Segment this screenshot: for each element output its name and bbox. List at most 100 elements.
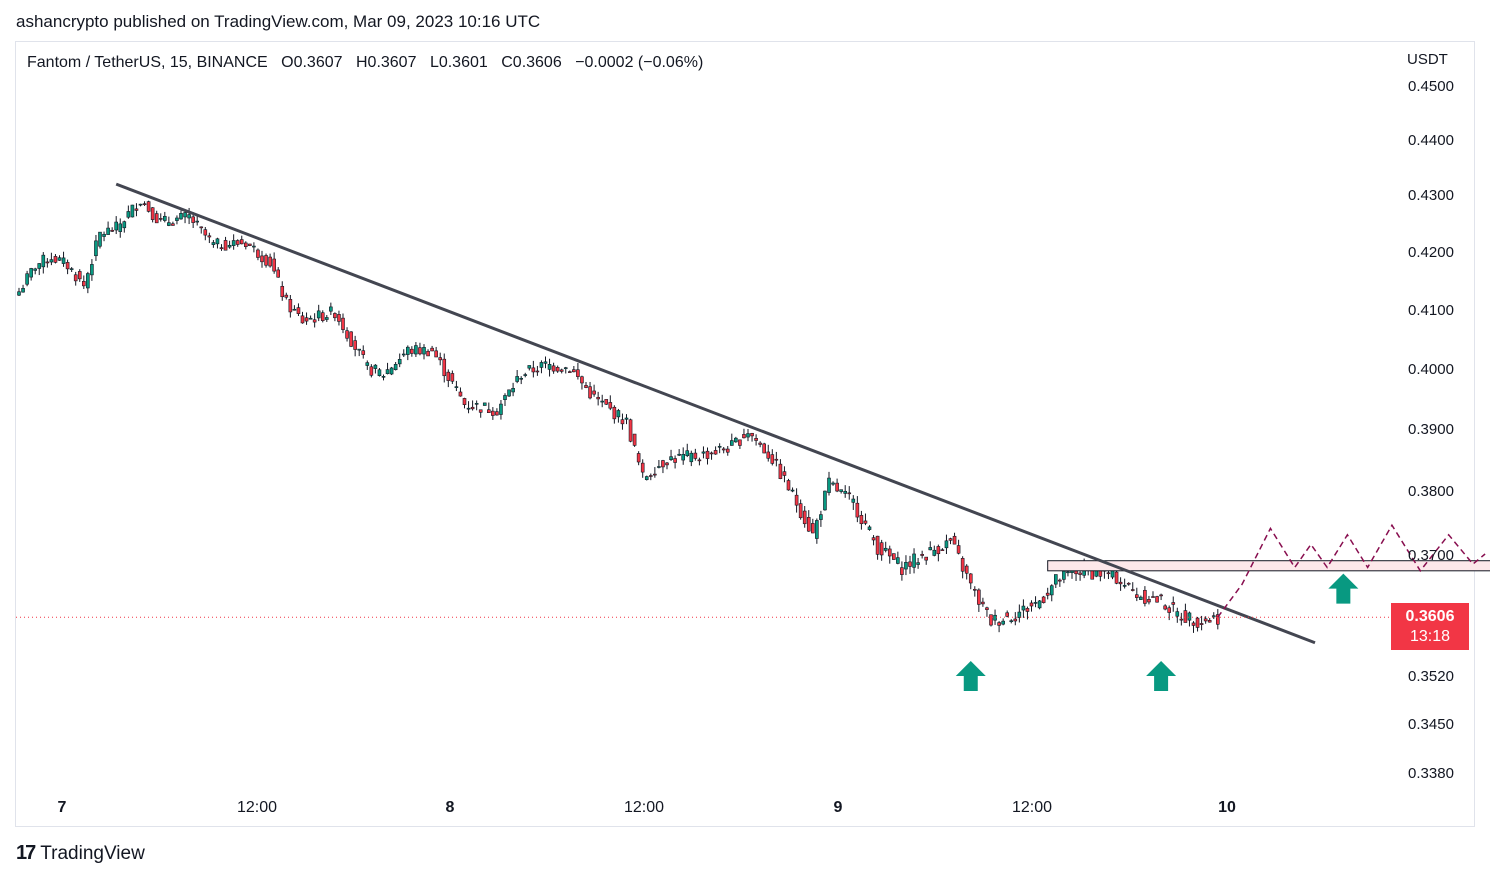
candle-down bbox=[1029, 602, 1034, 607]
y-tick-label: 0.3450 bbox=[1408, 716, 1454, 733]
candle-up bbox=[41, 254, 46, 268]
candle-up bbox=[503, 395, 507, 400]
candle-down bbox=[1013, 618, 1018, 622]
candle-down bbox=[948, 538, 953, 541]
candle-down bbox=[333, 313, 337, 319]
candle-up bbox=[114, 221, 118, 231]
candle-down bbox=[235, 240, 240, 245]
legend-symbol[interactable]: Fantom / TetherUS, 15, BINANCE bbox=[27, 54, 268, 71]
candle-down bbox=[1216, 614, 1220, 625]
candle-up bbox=[677, 453, 681, 456]
candle-down bbox=[709, 452, 714, 455]
candle-up bbox=[397, 359, 402, 365]
candle-down bbox=[806, 517, 811, 532]
y-tick-label: 0.4100 bbox=[1408, 302, 1454, 319]
candle-down bbox=[276, 269, 281, 278]
candle-down bbox=[320, 312, 325, 321]
candle-up bbox=[167, 222, 171, 226]
candle-up bbox=[414, 345, 418, 355]
candle-down bbox=[588, 386, 592, 399]
candle-down bbox=[721, 448, 726, 451]
candle-down bbox=[296, 307, 301, 314]
candle-up bbox=[94, 240, 98, 257]
candle-down bbox=[608, 402, 613, 409]
candle-down bbox=[964, 565, 969, 574]
candle-up bbox=[1054, 574, 1058, 585]
drawings-layer bbox=[115, 182, 1490, 691]
candle-down bbox=[576, 369, 580, 377]
candle-up bbox=[17, 291, 21, 296]
x-tick-label: 8 bbox=[446, 799, 455, 816]
chart-legend: Fantom / TetherUS, 15, BINANCE O0.3607 H… bbox=[27, 54, 712, 72]
candle-up bbox=[308, 317, 313, 320]
candle-up bbox=[815, 520, 819, 539]
x-tick-label: 12:00 bbox=[237, 799, 277, 816]
candle-down bbox=[762, 443, 767, 454]
tradingview-logo[interactable]: 17 TradingView bbox=[16, 842, 145, 865]
candle-down bbox=[859, 515, 864, 525]
candle-up bbox=[831, 482, 835, 485]
candle-up bbox=[130, 204, 135, 218]
candle-up bbox=[106, 227, 110, 235]
candle-down bbox=[936, 546, 941, 555]
candle-down bbox=[794, 494, 799, 506]
candle-down bbox=[491, 410, 495, 416]
candle-down bbox=[802, 510, 807, 525]
candle-up bbox=[138, 203, 143, 206]
candle-up bbox=[231, 240, 236, 246]
candle-up bbox=[102, 233, 106, 237]
candle-down bbox=[438, 357, 443, 361]
candle-down bbox=[887, 548, 892, 557]
candle-up bbox=[381, 376, 386, 378]
candle-down bbox=[260, 255, 264, 263]
y-tick-label: 0.4000 bbox=[1408, 361, 1454, 378]
candle-up bbox=[373, 364, 378, 369]
candle-down bbox=[341, 317, 345, 330]
candle-down bbox=[908, 561, 912, 567]
candle-up bbox=[1001, 620, 1005, 625]
candle-up bbox=[685, 450, 690, 456]
candle-down bbox=[555, 367, 560, 372]
candle-down bbox=[158, 218, 163, 220]
candle-down bbox=[713, 450, 718, 455]
candle-up bbox=[61, 257, 66, 264]
candle-down bbox=[65, 262, 70, 270]
candle-up bbox=[600, 400, 605, 403]
candle-down bbox=[742, 434, 746, 439]
price-projection-path bbox=[1217, 523, 1486, 618]
candle-down bbox=[1114, 571, 1119, 584]
candle-down bbox=[1045, 592, 1050, 596]
candle-down bbox=[968, 573, 973, 584]
trendline bbox=[115, 182, 1316, 645]
candle-down bbox=[426, 350, 430, 357]
candle-up bbox=[33, 268, 38, 271]
candle-down bbox=[337, 314, 341, 322]
candle-down bbox=[798, 503, 803, 519]
candle-down bbox=[551, 365, 556, 372]
candle-down bbox=[191, 216, 195, 223]
candle-down bbox=[1183, 610, 1188, 623]
candle-up bbox=[681, 453, 686, 461]
candle-down bbox=[567, 371, 572, 373]
candle-up bbox=[316, 310, 321, 319]
candle-up bbox=[163, 215, 167, 221]
candle-up bbox=[1017, 611, 1022, 619]
candle-down bbox=[1163, 605, 1167, 610]
candle-down bbox=[855, 502, 860, 518]
candle-down bbox=[879, 542, 884, 556]
candle-down bbox=[640, 462, 645, 473]
candle-down bbox=[458, 391, 463, 397]
candle-down bbox=[207, 235, 212, 238]
candle-down bbox=[697, 459, 702, 462]
candle-up bbox=[717, 445, 722, 448]
candle-down bbox=[142, 203, 147, 205]
candle-down bbox=[410, 348, 414, 354]
candle-down bbox=[956, 545, 961, 554]
candle-down bbox=[766, 451, 771, 459]
candle-down bbox=[248, 243, 252, 246]
candle-down bbox=[486, 409, 491, 413]
chart-frame[interactable] bbox=[15, 41, 1475, 827]
candle-down bbox=[82, 280, 86, 287]
candle-down bbox=[900, 567, 904, 575]
